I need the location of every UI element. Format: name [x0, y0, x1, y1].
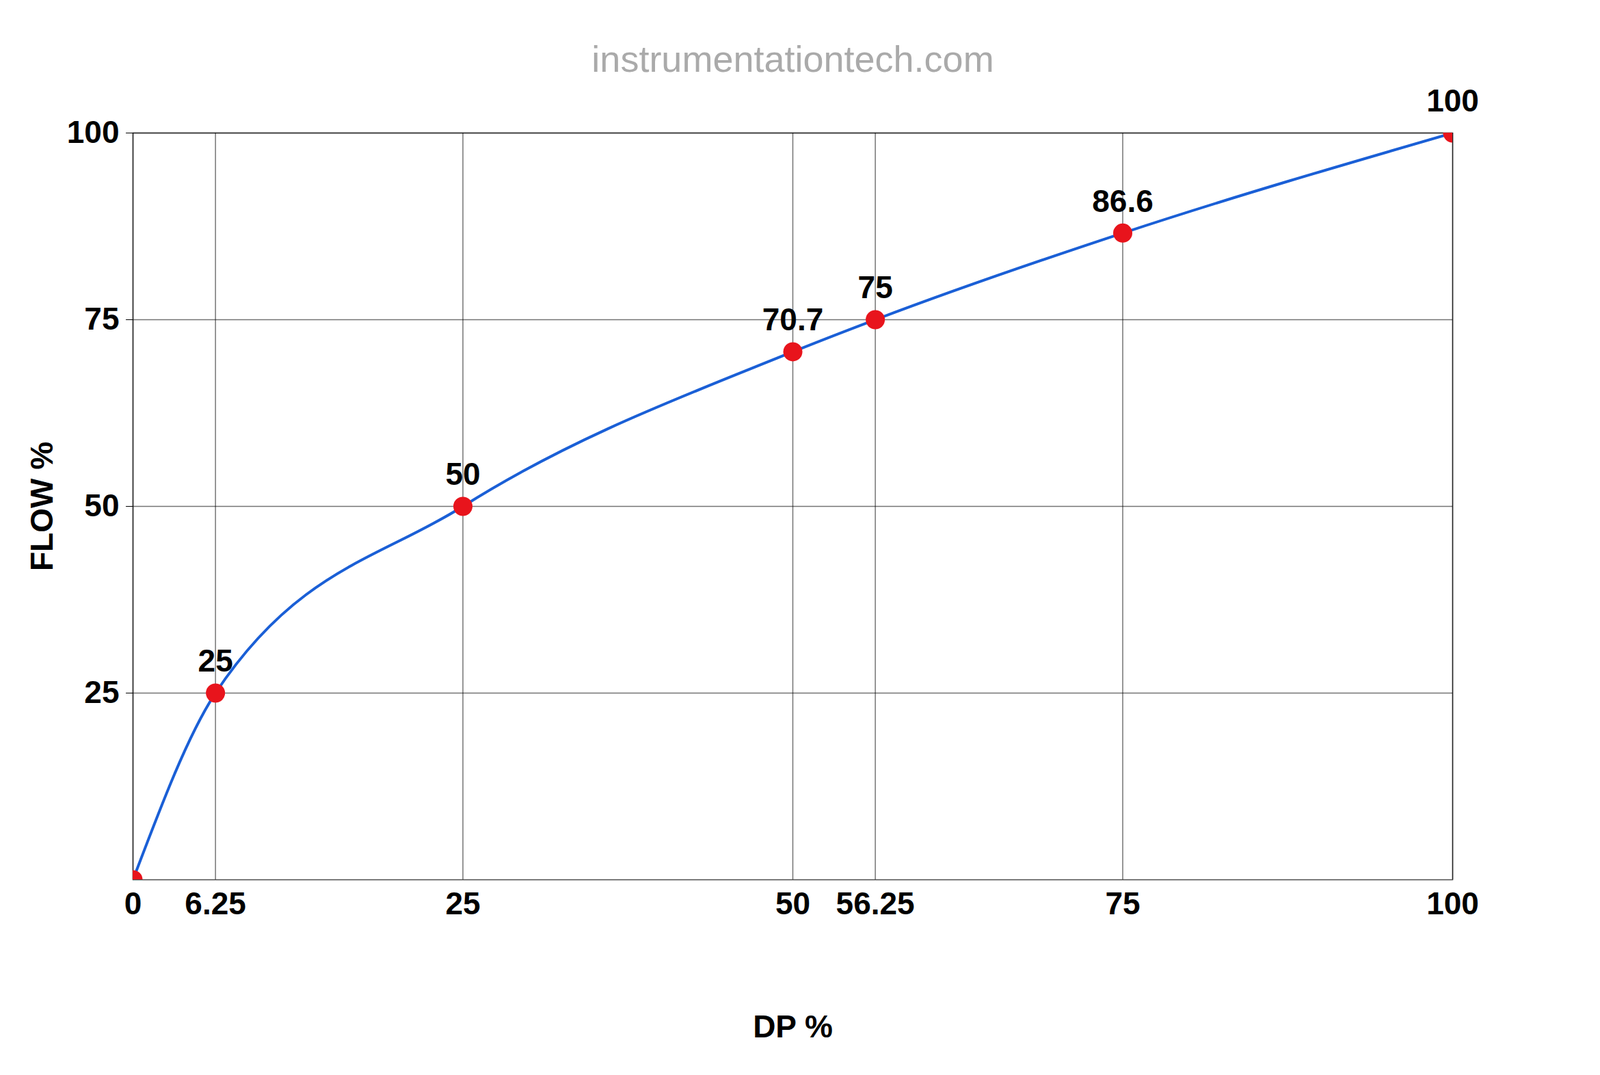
svg-text:DP %: DP % — [752, 1008, 833, 1045]
svg-text:75: 75 — [1104, 885, 1140, 922]
svg-text:FLOW %: FLOW % — [23, 441, 60, 571]
svg-text:instrumentationtech.com: instrumentationtech.com — [591, 38, 994, 80]
svg-text:100: 100 — [67, 114, 120, 150]
svg-text:50: 50 — [445, 456, 480, 492]
svg-text:25: 25 — [445, 885, 480, 922]
svg-text:0: 0 — [124, 885, 143, 922]
svg-text:25: 25 — [84, 674, 119, 710]
svg-text:50: 50 — [84, 487, 119, 524]
svg-text:75: 75 — [84, 300, 119, 337]
svg-text:100: 100 — [1426, 885, 1479, 922]
svg-text:70.7: 70.7 — [762, 301, 824, 338]
svg-text:25: 25 — [198, 642, 234, 679]
svg-text:50: 50 — [775, 885, 811, 922]
svg-text:86.6: 86.6 — [1091, 183, 1154, 219]
svg-text:56.25: 56.25 — [836, 885, 915, 922]
svg-text:75: 75 — [858, 269, 893, 305]
svg-text:6.25: 6.25 — [184, 885, 247, 922]
svg-text:100: 100 — [1426, 82, 1479, 119]
